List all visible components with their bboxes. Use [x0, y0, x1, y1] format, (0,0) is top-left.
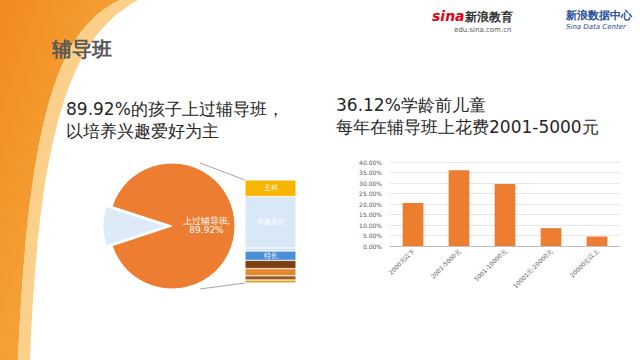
svg-text:10001元-20000元: 10001元-20000元	[512, 248, 554, 290]
html-text:36.12%学龄前儿童: 36.12%学龄前儿童	[336, 95, 486, 115]
svg-text:0.00%: 0.00%	[363, 243, 382, 250]
svg-text:上过辅导班,: 上过辅导班,	[182, 216, 231, 227]
html-text:新浪数据中心: 新浪数据中心	[566, 9, 632, 22]
html-text:Sina Data Center: Sina Data Center	[566, 23, 626, 31]
svg-text:10.00%: 10.00%	[359, 222, 382, 229]
svg-text:特长: 特长	[264, 252, 278, 260]
svg-text:20.00%: 20.00%	[359, 201, 382, 208]
svg-text:2001-5000元: 2001-5000元	[429, 248, 461, 280]
html-text:edu.sina.com.cn: edu.sina.com.cn	[454, 26, 512, 34]
html-text:每年在辅导班上花费2001-5000元: 每年在辅导班上花费2001-5000元	[336, 117, 599, 137]
html-text:sina新浪教育: sina新浪教育	[432, 8, 513, 24]
html-text:以培养兴趣爱好为主: 以培养兴趣爱好为主	[66, 121, 219, 141]
svg-text:30.00%: 30.00%	[359, 180, 382, 187]
svg-text:89.92%: 89.92%	[189, 225, 224, 235]
html-text:89.92%的孩子上过辅导班，: 89.92%的孩子上过辅导班，	[66, 99, 284, 119]
svg-text:35.00%: 35.00%	[359, 169, 382, 176]
svg-text:20000元以上: 20000元以上	[568, 248, 599, 279]
svg-text:25.00%: 25.00%	[359, 190, 382, 197]
svg-text:主科: 主科	[264, 184, 278, 192]
svg-text:5.00%: 5.00%	[363, 232, 382, 239]
svg-text:2000元以下: 2000元以下	[387, 248, 415, 276]
html-text:辅导班: 辅导班	[52, 37, 112, 61]
svg-text:5001-10000元: 5001-10000元	[473, 248, 508, 283]
svg-text:40.00%: 40.00%	[359, 159, 382, 166]
svg-text:15.00%: 15.00%	[359, 211, 382, 218]
svg-text:兴趣爱好: 兴趣爱好	[257, 218, 285, 226]
